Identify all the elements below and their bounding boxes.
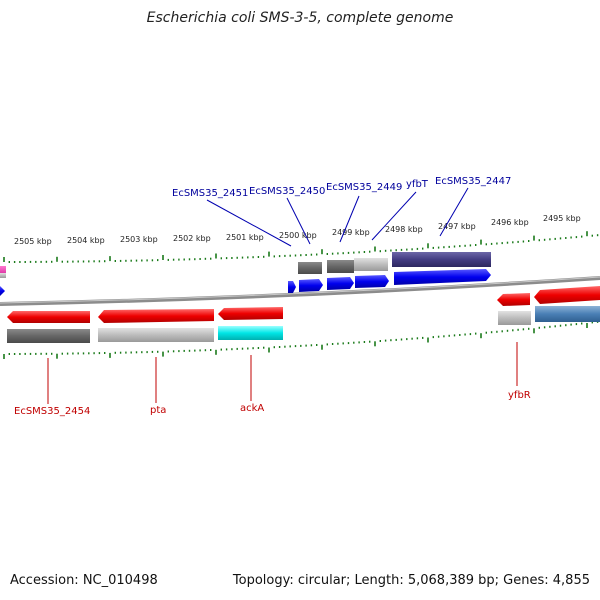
leader-line — [339, 195, 360, 243]
feature-box[interactable] — [354, 258, 388, 271]
feature-box[interactable] — [498, 311, 531, 325]
gene-label[interactable]: EcSMS35_2454 — [14, 406, 90, 417]
gene-arrow-minus[interactable] — [534, 286, 600, 304]
leader-line — [206, 199, 292, 247]
feature-box[interactable] — [218, 326, 283, 340]
scale-label: 2505 kbp — [14, 237, 52, 246]
track-minus-genes — [7, 286, 600, 323]
gene-arrow-plus[interactable] — [355, 275, 389, 288]
gene-label[interactable]: yfbR — [508, 390, 531, 401]
leader-line — [371, 191, 417, 241]
scale-label: 2496 kbp — [491, 218, 529, 227]
gene-label[interactable]: EcSMS35_2449 — [326, 182, 402, 193]
track-minus-cog — [7, 306, 600, 343]
scale-ticks-top — [3, 231, 599, 263]
accession-text: Accession: NC_010498 — [10, 573, 158, 588]
leader-line — [286, 197, 311, 245]
gene-arrow-minus[interactable] — [218, 307, 283, 320]
gene-label[interactable]: EcSMS35_2447 — [435, 176, 511, 187]
scale-label: 2498 kbp — [385, 225, 423, 234]
feature-box[interactable] — [98, 328, 214, 342]
genome-backbone-highlight — [0, 276, 600, 304]
gene-label[interactable]: pta — [150, 405, 166, 416]
scale-label: 2497 kbp — [438, 222, 476, 231]
feature-box[interactable] — [535, 306, 600, 322]
feature-box[interactable] — [327, 260, 354, 273]
gene-arrow-minus[interactable] — [98, 309, 214, 323]
gene-label[interactable]: ackA — [240, 403, 264, 414]
topology-text: Topology: circular; Length: 5,068,389 bp… — [232, 573, 590, 588]
scale-label: 2502 kbp — [173, 234, 211, 243]
scale-label: 2495 kbp — [543, 214, 581, 223]
feature-box[interactable] — [7, 329, 90, 343]
feature-box[interactable] — [298, 262, 322, 274]
feature-box[interactable] — [392, 252, 491, 267]
feature-box[interactable] — [0, 266, 6, 273]
gene-label[interactable]: EcSMS35_2451 — [172, 188, 248, 199]
gene-arrow-plus[interactable] — [0, 286, 5, 296]
leader-line — [439, 187, 469, 237]
gene-arrow-plus[interactable] — [299, 279, 323, 292]
scale-label: 2500 kbp — [279, 231, 317, 240]
scale-label: 2503 kbp — [120, 235, 158, 244]
genome-title: Escherichia coli SMS-3-5, complete genom… — [146, 10, 454, 26]
track-plus-cog — [0, 252, 491, 278]
gene-arrow-minus[interactable] — [7, 311, 90, 323]
gene-labels-minus: EcSMS35_2454 pta ackA yfbR — [14, 342, 531, 417]
scale-label: 2501 kbp — [226, 233, 264, 242]
feature-box[interactable] — [0, 273, 6, 278]
gene-labels-plus: EcSMS35_2451 EcSMS35_2450 EcSMS35_2449 y… — [172, 176, 511, 247]
gene-arrow-minus[interactable] — [497, 293, 530, 306]
scale-label: 2499 kbp — [332, 228, 370, 237]
scale-label: 2504 kbp — [67, 236, 105, 245]
gene-arrow-plus[interactable] — [327, 277, 354, 290]
gene-arrow-plus[interactable] — [394, 269, 491, 285]
gene-label[interactable]: yfbT — [406, 179, 429, 190]
genome-backbone — [0, 276, 600, 306]
gene-arrow-plus[interactable] — [288, 281, 296, 293]
scale-labels: 2505 kbp 2504 kbp 2503 kbp 2502 kbp 2501… — [14, 214, 581, 246]
gene-label[interactable]: EcSMS35_2450 — [249, 186, 325, 197]
scale-ticks-bottom — [3, 320, 599, 359]
track-plus-genes — [0, 269, 491, 296]
